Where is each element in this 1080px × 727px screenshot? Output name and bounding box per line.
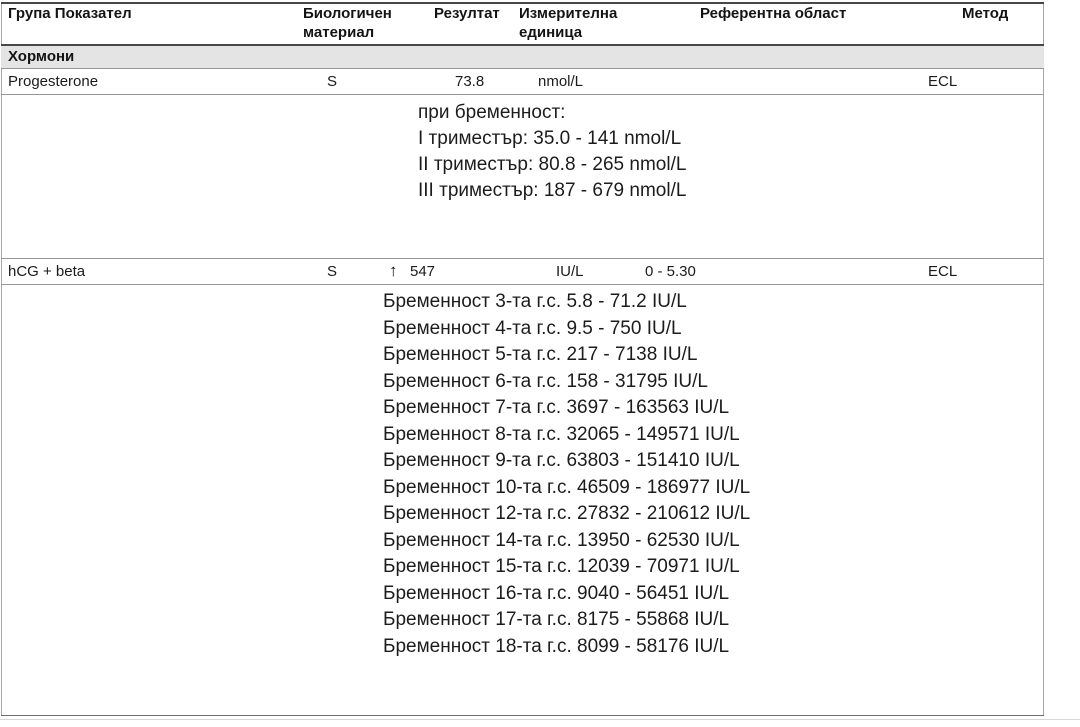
reference-cell: 0 - 5.30 — [645, 263, 696, 280]
result-value: 73.8 — [455, 73, 485, 90]
col-header-result: Резултат — [434, 5, 500, 22]
method-cell: ECL — [928, 263, 958, 280]
reference-line: Бременност 6-та г.с. 158 - 31795 IU/L — [383, 370, 708, 392]
reference-line: Бременност 17-та г.с. 8175 - 55868 IU/L — [383, 609, 730, 630]
reference-line: III триместър: 187 - 679 nmol/L — [418, 180, 687, 201]
progesterone-reference-block: при бременност: I триместър: 35.0 - 141 … — [418, 100, 686, 204]
method-cell: ECL — [928, 73, 958, 90]
table-bottom-line — [1, 715, 1044, 716]
unit-cell: nmol/L — [538, 73, 584, 90]
row2-topline — [1, 258, 1044, 259]
result-value: 547 — [410, 263, 436, 280]
reference-line: Бременност 4-та г.с. 9.5 - 750 IU/L — [383, 317, 682, 339]
reference-line: Бременност 18-та г.с. 8099 - 58176 IU/L — [383, 635, 730, 657]
page-bottom-edge — [0, 719, 1080, 720]
col-header-reference: Референтна област — [700, 5, 847, 22]
reference-line: I триместър: 35.0 - 141 nmol/L — [418, 128, 682, 149]
reference-line: при бременност: — [418, 102, 566, 123]
col-header-material-line2: материал — [303, 24, 375, 41]
material-cell: S — [327, 263, 338, 280]
col-header-group: Група Показател — [8, 5, 132, 22]
analyte-name: Progesterone — [8, 73, 99, 90]
table-top-line — [1, 2, 1044, 4]
high-flag-icon: ↑ — [389, 261, 398, 280]
section-band — [1, 46, 1044, 68]
reference-line: Бременност 5-та г.с. 217 - 7138 IU/L — [383, 344, 698, 365]
section-underline — [1, 68, 1044, 69]
reference-line: Бременност 8-та г.с. 32065 - 149571 IU/L — [383, 423, 740, 445]
analyte-name: hCG + beta — [8, 263, 86, 280]
reference-line: Бременност 12-та г.с. 27832 - 210612 IU/… — [383, 503, 751, 524]
reference-line: Бременност 9-та г.с. 63803 - 151410 IU/L — [383, 450, 740, 471]
reference-line: Бременност 10-та г.с. 46509 - 186977 IU/… — [383, 476, 751, 498]
col-header-material-line1: Биологичен — [303, 5, 392, 22]
col-header-method: Метод — [962, 5, 1009, 22]
reference-line: Бременност 14-та г.с. 13950 - 62530 IU/L — [383, 529, 740, 551]
section-label: Хормони — [8, 48, 75, 65]
col-header-unit-line2: единица — [519, 24, 583, 41]
material-cell: S — [327, 73, 338, 90]
reference-line: II триместър: 80.8 - 265 nmol/L — [418, 154, 687, 175]
table-right-border — [1043, 2, 1044, 716]
table-left-border — [1, 2, 2, 716]
row2-underline — [1, 284, 1044, 285]
header-underline — [1, 44, 1044, 46]
reference-line: Бременност 16-та г.с. 9040 - 56451 IU/L — [383, 582, 730, 604]
reference-line: Бременност 7-та г.с. 3697 - 163563 IU/L — [383, 397, 730, 418]
row1-underline — [1, 94, 1044, 95]
reference-line: Бременност 15-та г.с. 12039 - 70971 IU/L — [383, 556, 740, 577]
unit-cell: IU/L — [556, 263, 584, 280]
hcg-reference-block: Бременност 3-та г.с. 5.8 - 71.2 IU/L Бре… — [383, 289, 750, 660]
col-header-unit-line1: Измерителна — [519, 5, 618, 22]
reference-line: Бременност 3-та г.с. 5.8 - 71.2 IU/L — [383, 291, 687, 312]
